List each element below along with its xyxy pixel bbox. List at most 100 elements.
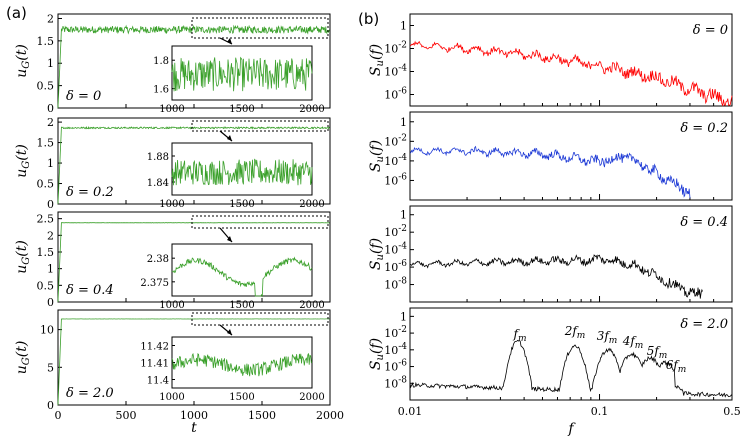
arrow-head [227, 329, 232, 335]
y-tick-label: 1.5 [37, 137, 55, 150]
x-tick-label: 1000 [180, 409, 208, 422]
inset-y-tick-label: 2.38 [147, 254, 169, 265]
inset-x-tick-label: 2000 [299, 392, 324, 403]
y-tick-label-text: 10-4 [384, 64, 407, 79]
y-tick-label: 10 [40, 324, 54, 337]
inset-x-tick-label: 1000 [159, 392, 184, 403]
y-tick-label: 10-6 [384, 172, 407, 187]
harmonic-annotation: 6fm [666, 358, 687, 375]
timeseries-panel-1: 0 0.5 1 1.5 2 1.8 1.6 1000 1500 2000 δ = 0 uG(t) [14, 12, 331, 115]
spectrum-panel-3: 1 10-2 10-4 10-6 10-8 δ = 0.4 Su(f) [368, 205, 733, 303]
y-tick-label-text: 10-4 [384, 242, 407, 257]
y-tick-label: 1 [400, 310, 407, 323]
y-tick-label: 10-8 [384, 277, 407, 292]
y-tick-label: 10-4 [384, 153, 407, 168]
inset-y-tick-label: 1.6 [153, 85, 169, 96]
delta-label: δ = 0 [693, 23, 728, 38]
axes-frame [409, 13, 733, 107]
x-axis-label: f [567, 421, 576, 437]
y-tick-label-text: 10-4 [384, 342, 407, 357]
y-tick-label: 1 [400, 209, 407, 222]
arrow-head [227, 38, 232, 44]
y-tick-label-text: 10-2 [384, 224, 407, 239]
plot-layer: 0 0.5 1 1.5 2 1.8 1.6 1000 1500 2000 δ = 0 uG(t) 0 0.… [14, 12, 741, 437]
inset-y-tick-label: 1.8 [153, 56, 169, 67]
y-tick-label: 0 [47, 102, 54, 115]
inset-y-tick-label: 2.375 [140, 278, 169, 289]
axes-frame [409, 205, 733, 303]
inset-series-line [171, 56, 313, 92]
y-tick-label: 10-2 [384, 224, 407, 239]
inset-series-line [171, 158, 313, 186]
y-tick-label: 1.5 [37, 35, 55, 48]
inset-y-tick-label: 11.41 [140, 359, 169, 370]
inset-series-line [171, 352, 313, 377]
x-tick-label: 0 [55, 409, 62, 422]
y-axis-label: Su(f) [368, 338, 386, 370]
series-line [57, 222, 330, 303]
x-tick-label: 1500 [248, 409, 276, 422]
timeseries-panel-4: 0 5 10 0 500 1000 1500 2000 11.42 11.41 11.4 1000 15… [14, 309, 344, 436]
y-tick-label-text: 10-6 [384, 259, 407, 274]
y-tick-label: 2 [47, 229, 54, 242]
inset-frame [171, 243, 313, 297]
y-axis-label: uG(t) [14, 240, 32, 274]
y-tick-label: 2 [47, 116, 54, 129]
inset-y-tick-label: 11.4 [147, 376, 169, 387]
y-axis-label: Su(f) [368, 140, 386, 172]
harmonic-annotation: fm [513, 327, 527, 344]
y-tick-label: 10-4 [384, 342, 407, 357]
delta-label: δ = 2.0 [66, 386, 114, 401]
arrow-head [227, 236, 232, 242]
inset-y-tick-label: 1.88 [147, 152, 169, 163]
zoom-region-box [191, 120, 329, 132]
y-axis-label: uG(t) [14, 44, 32, 78]
timeseries-panel-2: 0 0.5 1 1.5 2 1.88 1.84 1000 1500 2000 δ = 0.2 uG(t… [14, 116, 331, 211]
y-tick-label: 10-6 [384, 87, 407, 102]
series-line [57, 24, 330, 109]
inset-x-tick-label: 1000 [159, 199, 184, 210]
inset-x-tick-label: 1500 [229, 199, 254, 210]
series-line [57, 318, 330, 406]
y-tick-label: 1.5 [37, 246, 55, 259]
x-axis-label: t [191, 420, 197, 436]
spectrum-line [409, 40, 733, 107]
y-tick-label: 10-4 [384, 242, 407, 257]
inset-x-tick-label: 1000 [159, 300, 184, 311]
y-tick-label: 1 [47, 57, 54, 70]
delta-label: δ = 0.4 [680, 215, 728, 230]
spectrum-panel-4: 1 10-2 10-4 10-610-8 δ = 2.0 Su(f) 0.01 0.1 0.5 f… [368, 307, 741, 437]
y-tick-label: 0.5 [37, 178, 55, 191]
axes-frame [409, 307, 733, 401]
inset-x-tick-label: 1500 [229, 392, 254, 403]
zoom-region-box [191, 215, 329, 229]
y-tick-label: 10-2 [384, 325, 407, 340]
x-tick-label: 0.1 [591, 405, 609, 418]
inset-x-tick-label: 2000 [299, 104, 324, 115]
x-tick-label: 0.01 [398, 405, 423, 418]
y-tick-label: 1 [47, 157, 54, 170]
spectrum-panel-2: 1 10-2 10-4 10-6 δ = 0.2 Su(f) [368, 111, 733, 201]
y-tick-label-text: 10-6 [384, 172, 407, 187]
y-axis-label: uG(t) [14, 144, 32, 178]
y-tick-label: 10-8 [384, 375, 407, 390]
inset-x-tick-label: 1500 [229, 104, 254, 115]
y-tick-label: 10-6 [384, 359, 407, 374]
delta-label: δ = 2.0 [680, 317, 728, 332]
y-tick-label-text: 1 [400, 209, 407, 222]
y-tick-label: 10-6 [384, 259, 407, 274]
harmonic-annotation: 5fm [647, 344, 668, 361]
y-tick-label: 2.5 [37, 213, 55, 226]
harmonic-annotation: 4fm [622, 334, 644, 351]
y-tick-label-text: 10-2 [384, 325, 407, 340]
y-axis-label: uG(t) [14, 341, 32, 375]
panel-b-label: (b) [358, 10, 379, 28]
spectrum-line [409, 339, 733, 398]
y-tick-label-text: 1 [400, 20, 407, 33]
y-tick-label-text: 10-6 [384, 87, 407, 102]
y-tick-label: 0.5 [37, 279, 55, 292]
panel-a-label: (a) [6, 4, 27, 22]
inset-frame [171, 336, 313, 389]
y-tick-label: 0 [47, 296, 54, 309]
inset-y-tick-label: 1.84 [147, 178, 169, 189]
